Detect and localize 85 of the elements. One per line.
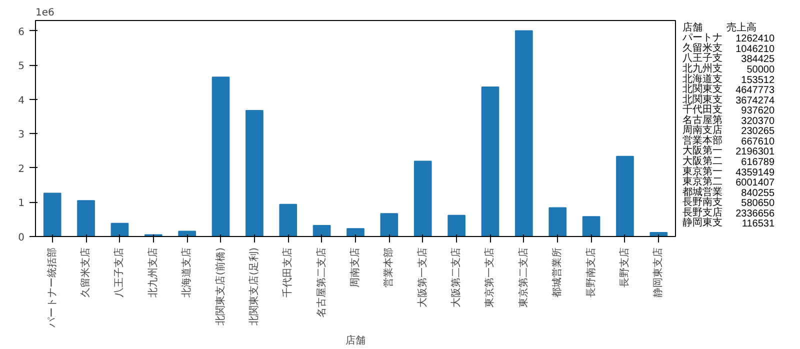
text: 周南支店 (682, 124, 722, 136)
text: 230265 (741, 126, 775, 138)
x-tick-label: 周南支店 (349, 248, 361, 288)
text: 616789 (741, 156, 775, 168)
text: 384425 (741, 54, 775, 66)
x-tick-label: パートナー統括部 (46, 248, 58, 328)
bar (279, 204, 298, 236)
text: 東京第一 (682, 165, 722, 178)
text: 1046210 (736, 44, 775, 55)
text: 都城営業 (682, 186, 722, 198)
text: 北関東支 (682, 93, 722, 106)
text: 店舗 (682, 21, 702, 34)
text: 北九州支 (682, 62, 722, 75)
x-tick-label: 東京第二支店 (517, 248, 530, 308)
x-axis-title: 店舗 (346, 334, 366, 346)
text: 八王子支 (682, 52, 722, 64)
x-tick-label: 営業本部 (382, 248, 395, 288)
y-tick-label: 3 (18, 130, 25, 141)
bar (515, 30, 533, 236)
x-tick-label: 北関東支店(足利) (248, 247, 260, 326)
text: 静岡東支 (682, 216, 722, 229)
text: 大阪第二 (682, 154, 722, 167)
bar (414, 160, 432, 236)
text: 営業本部 (682, 134, 722, 146)
x-tick-label: 八王子支店 (113, 248, 126, 298)
text: 667610 (741, 136, 775, 148)
text: 北海道支 (682, 72, 722, 85)
text: 580650 (741, 198, 775, 210)
bar (312, 225, 331, 236)
y-tick-label: 2 (18, 164, 25, 175)
text: 116531 (742, 218, 775, 230)
text: 長野南支 (682, 196, 722, 208)
text: 東京第二 (682, 176, 722, 188)
x-tick-label: 北海道支店 (180, 248, 193, 298)
bar (448, 214, 466, 236)
text: 1262410 (736, 34, 775, 45)
bar (616, 156, 634, 236)
y-tick-label: 5 (18, 61, 25, 72)
text: 千代田支 (682, 104, 722, 116)
bar (548, 207, 567, 236)
bar (582, 216, 600, 236)
text: 売上高 (726, 21, 756, 34)
text: 50000 (746, 64, 775, 76)
text: 320370 (741, 116, 775, 127)
bar (481, 86, 500, 236)
x-tick-label: 長野支店 (618, 248, 630, 288)
y-tick-label: 4 (18, 95, 25, 106)
y-tick-label: 0 (18, 232, 25, 244)
x-tick-label: 北関東支店(前橋) (214, 247, 226, 326)
text: 久留米支 (682, 42, 722, 54)
text: 3674274 (736, 95, 775, 106)
bar (110, 222, 129, 236)
text: 大阪第一 (682, 144, 722, 157)
x-tick-label: 名古屋第二支店 (315, 248, 328, 318)
text: 1e6 (36, 8, 54, 18)
text: 153512 (741, 74, 775, 86)
text: 6001407 (736, 178, 775, 189)
y-tick-label: 6 (18, 26, 25, 38)
text: 長野支店 (682, 206, 722, 218)
x-tick-label: 東京第一支店 (484, 248, 496, 308)
text: パートナ (682, 32, 722, 44)
x-tick-label: 千代田支店 (282, 248, 294, 298)
text: 2196301 (736, 146, 775, 158)
bar (380, 213, 398, 236)
x-tick-label: 大阪第一支店 (416, 248, 428, 308)
x-tick-label: 久留米支店 (80, 248, 92, 298)
bar (246, 110, 264, 236)
x-tick-label: 大阪第二支店 (450, 248, 462, 308)
x-tick-label: 静岡東支店 (652, 248, 664, 298)
bar (43, 192, 62, 236)
text: 840255 (741, 188, 775, 199)
text: 2336656 (736, 208, 775, 220)
bar (77, 200, 95, 236)
text: 名古屋第 (682, 114, 722, 126)
bar (346, 228, 364, 236)
bar (212, 76, 230, 236)
y-tick-label: 1 (18, 198, 25, 210)
x-tick-label: 長野南支店 (584, 248, 597, 298)
x-tick-label: 都城営業所 (551, 248, 564, 298)
bar (178, 230, 196, 236)
text: 4359149 (736, 167, 775, 178)
x-tick-label: 北九州支店 (146, 248, 159, 298)
text: 937620 (741, 106, 775, 117)
text: 4647773 (736, 85, 775, 96)
text: 北関東支 (682, 83, 722, 96)
